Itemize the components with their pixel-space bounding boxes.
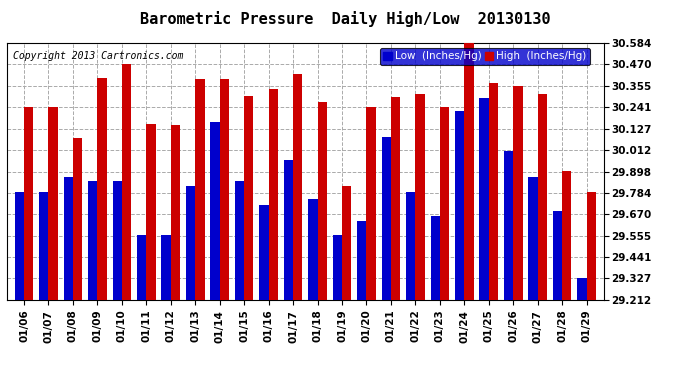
Bar <box>171 125 180 300</box>
Bar <box>137 235 146 300</box>
Bar <box>235 180 244 300</box>
Bar <box>63 177 73 300</box>
Bar <box>342 186 351 300</box>
Bar <box>259 205 268 300</box>
Bar <box>244 96 253 300</box>
Text: Barometric Pressure  Daily High/Low  20130130: Barometric Pressure Daily High/Low 20130… <box>139 11 551 27</box>
Bar <box>455 111 464 300</box>
Legend: Low  (Inches/Hg), High  (Inches/Hg): Low (Inches/Hg), High (Inches/Hg) <box>380 48 589 64</box>
Bar <box>333 235 342 300</box>
Bar <box>146 124 156 300</box>
Bar <box>562 171 571 300</box>
Bar <box>210 122 219 300</box>
Bar <box>161 235 171 300</box>
Bar <box>112 182 122 300</box>
Bar <box>578 278 586 300</box>
Bar <box>186 186 195 300</box>
Bar <box>382 138 391 300</box>
Bar <box>24 107 33 300</box>
Bar <box>391 97 400 300</box>
Bar <box>464 42 473 300</box>
Bar <box>504 151 513 300</box>
Bar <box>14 192 24 300</box>
Bar <box>88 182 97 300</box>
Bar <box>489 83 498 300</box>
Bar <box>268 89 278 300</box>
Bar <box>431 216 440 300</box>
Bar <box>440 107 449 300</box>
Bar <box>529 177 538 300</box>
Bar <box>308 199 317 300</box>
Bar <box>357 221 366 300</box>
Bar <box>513 86 522 300</box>
Text: Copyright 2013 Cartronics.com: Copyright 2013 Cartronics.com <box>13 51 184 61</box>
Bar <box>48 107 58 300</box>
Bar <box>195 78 204 300</box>
Bar <box>293 74 302 300</box>
Bar <box>538 94 547 300</box>
Bar <box>366 107 376 300</box>
Bar <box>73 138 82 300</box>
Bar <box>406 192 415 300</box>
Bar <box>97 78 107 300</box>
Bar <box>122 64 131 300</box>
Bar <box>284 160 293 300</box>
Bar <box>586 192 596 300</box>
Bar <box>553 210 562 300</box>
Bar <box>317 102 327 300</box>
Bar <box>39 192 48 300</box>
Bar <box>219 80 229 300</box>
Bar <box>480 98 489 300</box>
Bar <box>415 94 425 300</box>
